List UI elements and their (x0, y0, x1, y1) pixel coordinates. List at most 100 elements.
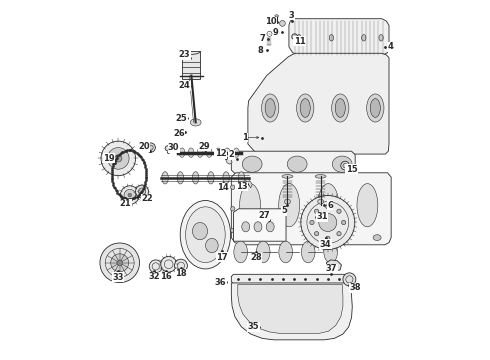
Text: 34: 34 (320, 240, 331, 248)
Ellipse shape (180, 201, 231, 269)
Circle shape (174, 259, 187, 272)
Text: 2: 2 (228, 150, 234, 159)
Ellipse shape (324, 241, 338, 263)
Ellipse shape (206, 238, 218, 253)
Text: 10: 10 (265, 17, 277, 26)
Ellipse shape (256, 241, 270, 263)
Ellipse shape (234, 241, 247, 263)
Ellipse shape (297, 35, 301, 41)
Text: 7: 7 (260, 34, 266, 43)
Ellipse shape (367, 94, 384, 122)
Circle shape (326, 204, 330, 209)
Ellipse shape (285, 199, 291, 204)
Ellipse shape (233, 148, 239, 157)
Ellipse shape (208, 172, 214, 184)
Text: 3: 3 (289, 10, 294, 19)
Circle shape (337, 231, 341, 236)
Ellipse shape (300, 99, 310, 117)
Circle shape (280, 21, 285, 26)
Text: 9: 9 (273, 28, 279, 37)
Polygon shape (231, 173, 391, 245)
Ellipse shape (190, 119, 201, 126)
Circle shape (341, 161, 349, 170)
Text: 22: 22 (141, 194, 153, 203)
Circle shape (146, 143, 155, 152)
Circle shape (231, 185, 235, 189)
Text: 19: 19 (103, 154, 115, 163)
Ellipse shape (242, 156, 262, 172)
Text: 5: 5 (281, 206, 287, 215)
Ellipse shape (262, 94, 279, 122)
Ellipse shape (242, 222, 250, 232)
Ellipse shape (266, 222, 274, 232)
Ellipse shape (265, 99, 275, 117)
Polygon shape (248, 53, 389, 154)
Circle shape (342, 220, 346, 225)
Polygon shape (231, 274, 346, 284)
Polygon shape (245, 178, 252, 188)
Ellipse shape (370, 99, 380, 117)
Polygon shape (289, 19, 389, 55)
Circle shape (139, 188, 146, 195)
Ellipse shape (238, 172, 245, 184)
Text: 13: 13 (236, 182, 247, 191)
Circle shape (121, 186, 139, 204)
Text: 23: 23 (179, 50, 190, 59)
Text: 12: 12 (215, 149, 226, 158)
Ellipse shape (329, 35, 334, 41)
Text: 21: 21 (120, 199, 131, 208)
Circle shape (292, 34, 297, 40)
Ellipse shape (296, 94, 314, 122)
Text: 4: 4 (388, 42, 393, 51)
Ellipse shape (373, 235, 381, 240)
Ellipse shape (357, 184, 378, 227)
Circle shape (301, 195, 355, 249)
Ellipse shape (335, 99, 345, 117)
Bar (182, 51, 200, 79)
Circle shape (161, 256, 176, 272)
Text: 24: 24 (179, 81, 191, 90)
Ellipse shape (254, 222, 262, 232)
Ellipse shape (275, 15, 278, 17)
Circle shape (117, 260, 122, 266)
Circle shape (148, 145, 153, 150)
Circle shape (315, 209, 319, 213)
Ellipse shape (188, 148, 194, 157)
Ellipse shape (379, 35, 383, 41)
Ellipse shape (315, 175, 326, 178)
Ellipse shape (240, 184, 261, 227)
Text: 25: 25 (176, 113, 188, 122)
Text: 15: 15 (345, 165, 357, 174)
Circle shape (269, 33, 270, 35)
Circle shape (115, 155, 122, 162)
Ellipse shape (287, 156, 307, 172)
Circle shape (231, 207, 235, 211)
Text: 18: 18 (175, 269, 187, 278)
Ellipse shape (279, 241, 293, 263)
Ellipse shape (282, 175, 293, 178)
Ellipse shape (177, 172, 184, 184)
Ellipse shape (318, 184, 339, 227)
Ellipse shape (332, 94, 349, 122)
Circle shape (100, 243, 140, 283)
Ellipse shape (332, 156, 352, 172)
Polygon shape (225, 157, 232, 164)
Ellipse shape (318, 199, 323, 204)
Text: 1: 1 (242, 133, 248, 142)
Ellipse shape (197, 148, 203, 157)
Text: 26: 26 (173, 129, 185, 138)
Ellipse shape (216, 148, 221, 157)
Text: 6: 6 (327, 201, 333, 210)
Text: 33: 33 (113, 273, 124, 282)
Circle shape (343, 273, 356, 286)
Polygon shape (233, 209, 286, 241)
Ellipse shape (307, 235, 315, 240)
Polygon shape (231, 151, 355, 177)
Text: 28: 28 (250, 253, 262, 262)
Circle shape (343, 163, 347, 168)
Text: 38: 38 (349, 284, 361, 292)
Circle shape (107, 148, 129, 169)
Circle shape (231, 228, 235, 233)
Text: 31: 31 (316, 212, 328, 221)
Text: 11: 11 (294, 37, 306, 46)
